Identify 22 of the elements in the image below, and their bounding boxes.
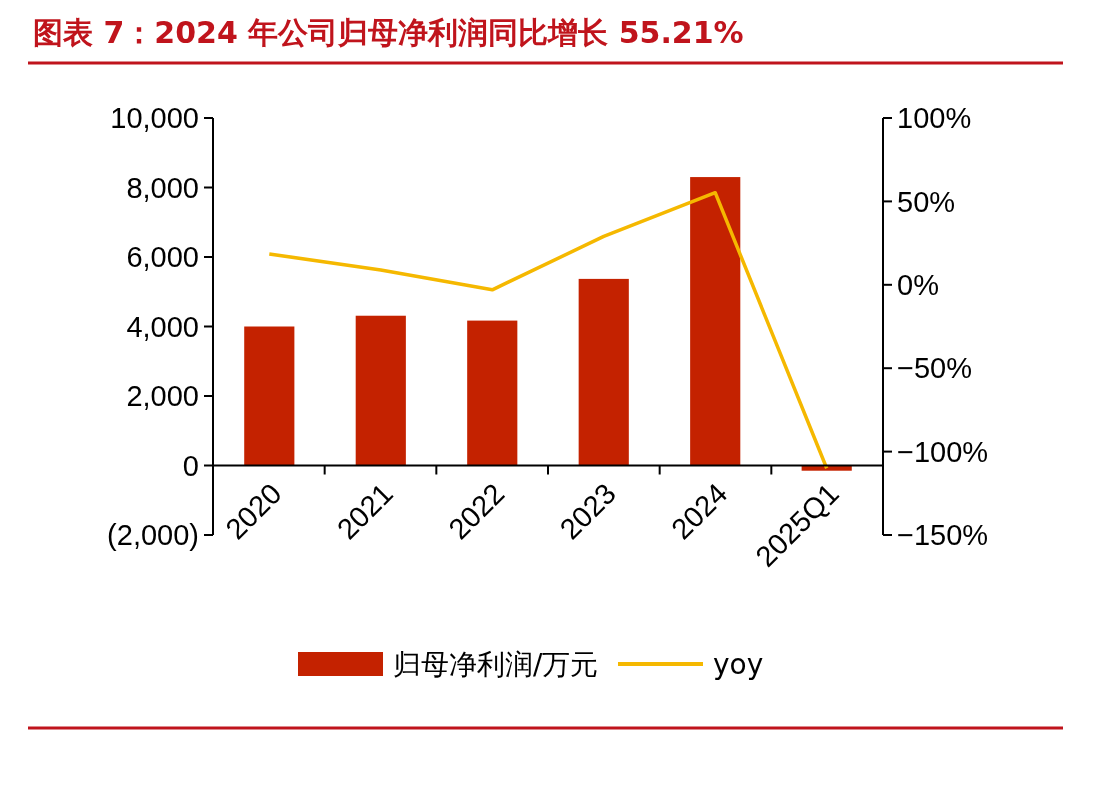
y-tick-label: 0 — [182, 449, 199, 482]
y2-tick-label: 50% — [897, 185, 956, 218]
chart-title: 图表 7：2024 年公司归母净利润同比增长 55.21% — [33, 15, 744, 50]
bar — [355, 315, 406, 466]
y-tick-label: (2,000) — [107, 519, 199, 552]
y2-tick-label: −50% — [897, 352, 972, 385]
y2-tick-label: −100% — [897, 435, 989, 468]
bar — [467, 320, 518, 466]
y2-tick-label: −150% — [897, 519, 989, 552]
y-tick-label: 2,000 — [126, 380, 199, 413]
legend-label: 归母净利润/万元 — [393, 647, 599, 681]
y-tick-label: 10,000 — [110, 102, 199, 135]
y-tick-label: 8,000 — [126, 171, 199, 204]
y-tick-label: 6,000 — [126, 241, 199, 274]
bar — [690, 177, 741, 466]
line-series — [267, 190, 829, 471]
bar — [578, 278, 629, 466]
bar — [244, 326, 295, 466]
y2-tick-label: 0% — [897, 268, 939, 301]
legend-label: yoy — [713, 647, 764, 681]
y2-tick-label: 100% — [897, 102, 972, 135]
y-tick-label: 4,000 — [126, 310, 199, 343]
